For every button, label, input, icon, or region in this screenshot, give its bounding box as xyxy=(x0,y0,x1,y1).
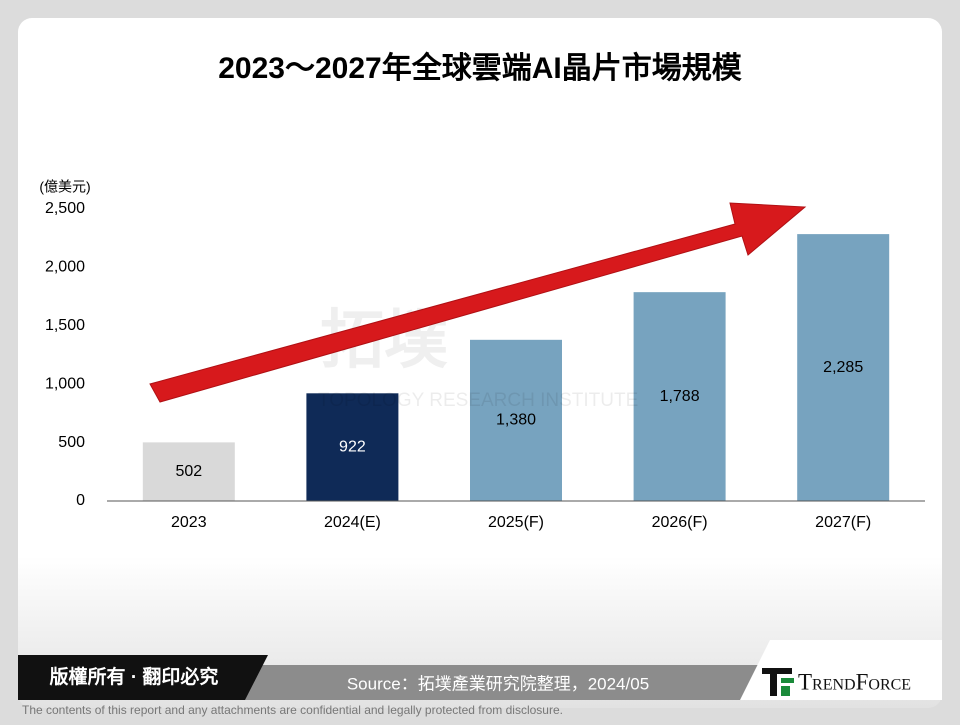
bar xyxy=(306,393,399,501)
bar xyxy=(470,339,562,501)
watermark-text: TOPOLOGY RESEARCH INSTITUTE xyxy=(318,390,638,411)
bar xyxy=(797,234,890,501)
x-tick-label: 2025(F) xyxy=(488,514,544,531)
logo-icon xyxy=(762,668,794,696)
bar xyxy=(633,292,726,501)
x-tick-label: 2023 xyxy=(171,514,207,531)
source: Source：拓墣產業研究院整理，2024/05 xyxy=(347,674,649,693)
chart-title: 2023～2027年全球雲端AI晶片市場規模 xyxy=(218,51,741,85)
x-tick-label: 2027(F) xyxy=(815,514,871,531)
disclaimer: The contents of this report and any atta… xyxy=(22,703,563,717)
y-tick-label: 0 xyxy=(76,492,85,509)
copyright: 版權所有 · 翻印必究 xyxy=(50,665,219,688)
logo-band xyxy=(740,640,942,700)
y-unit: (億美元) xyxy=(39,179,90,195)
y-tick-label: 1,000 xyxy=(45,375,85,392)
value-label: 922 xyxy=(339,438,366,455)
trend-arrow xyxy=(149,202,807,403)
value-label: 2,285 xyxy=(823,359,863,376)
logo-text: TrendForce xyxy=(798,669,911,694)
y-tick-label: 2,500 xyxy=(45,200,85,217)
y-tick-label: 1,500 xyxy=(45,317,85,334)
x-tick-label: 2024(E) xyxy=(324,514,381,531)
source-band xyxy=(232,665,760,700)
copyright-band xyxy=(18,655,268,700)
value-label: 1,788 xyxy=(660,388,700,405)
x-tick-label: 2026(F) xyxy=(652,514,708,531)
y-tick-label: 500 xyxy=(58,434,85,451)
value-label: 1,380 xyxy=(496,412,536,429)
bar xyxy=(142,442,235,501)
plot: 0 500 1,000 1,500 2,000 2,500 2023 502 2024(E) 92… xyxy=(45,200,925,531)
value-label: 502 xyxy=(175,463,202,480)
y-tick-label: 2,000 xyxy=(45,259,85,276)
